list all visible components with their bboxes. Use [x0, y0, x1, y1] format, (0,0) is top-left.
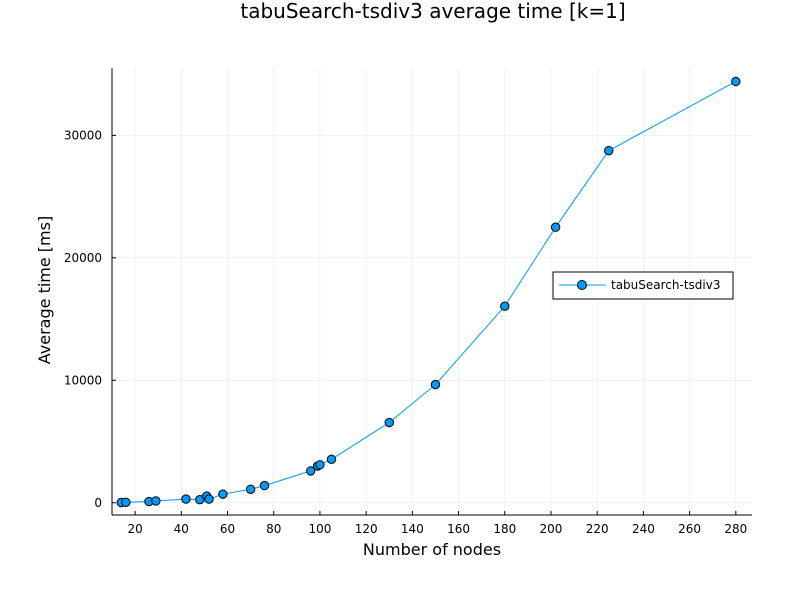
- data-point: [151, 496, 161, 506]
- x-tick-label: 20: [127, 522, 142, 536]
- x-tick-label: 260: [678, 522, 701, 536]
- data-point: [604, 145, 614, 156]
- data-point: [315, 460, 325, 470]
- x-tick-label: 180: [493, 522, 516, 536]
- x-tick-label: 60: [220, 522, 235, 536]
- data-point: [731, 76, 741, 87]
- chart-title: tabuSearch-tsdiv3 average time [k=1]: [240, 0, 625, 23]
- x-tick-label: 200: [540, 522, 563, 536]
- legend: tabuSearch-tsdiv3: [552, 271, 734, 300]
- legend-entry-label: tabuSearch-tsdiv3: [611, 278, 720, 292]
- y-tick-label: 10000: [64, 373, 102, 387]
- y-tick-label: 0: [94, 496, 102, 510]
- x-tick-label: 140: [401, 522, 424, 536]
- data-point: [550, 222, 561, 232]
- data-point: [245, 484, 256, 494]
- data-point: [384, 417, 394, 428]
- x-tick-label: 240: [632, 522, 655, 536]
- legend-marker: [577, 280, 587, 290]
- data-point: [218, 489, 228, 499]
- tick-labels: 20 40 60 80 100 120 140 160 180 200 220 240 260 280 0 1…: [64, 128, 747, 536]
- y-axis-label: Average time [ms]: [35, 216, 54, 364]
- data-point: [326, 454, 337, 464]
- data-point: [259, 480, 270, 491]
- axes: [111, 68, 752, 516]
- data-point: [121, 497, 131, 507]
- data-point: [430, 379, 441, 390]
- series-layer: [116, 76, 741, 508]
- x-tick-label: 220: [586, 522, 609, 536]
- x-tick-label: 80: [266, 522, 281, 536]
- y-tick-label: 30000: [64, 128, 102, 142]
- x-tick-label: 280: [724, 522, 747, 536]
- data-point: [181, 494, 191, 504]
- y-tick-label: 20000: [64, 251, 102, 265]
- data-point: [306, 466, 316, 476]
- data-point: [204, 494, 214, 504]
- x-tick-label: 100: [308, 522, 331, 536]
- x-tick-label: 160: [447, 522, 470, 536]
- x-axis-label: Number of nodes: [363, 540, 501, 559]
- x-tick-label: 120: [355, 522, 378, 536]
- x-tick-label: 40: [174, 522, 189, 536]
- data-point: [500, 301, 510, 311]
